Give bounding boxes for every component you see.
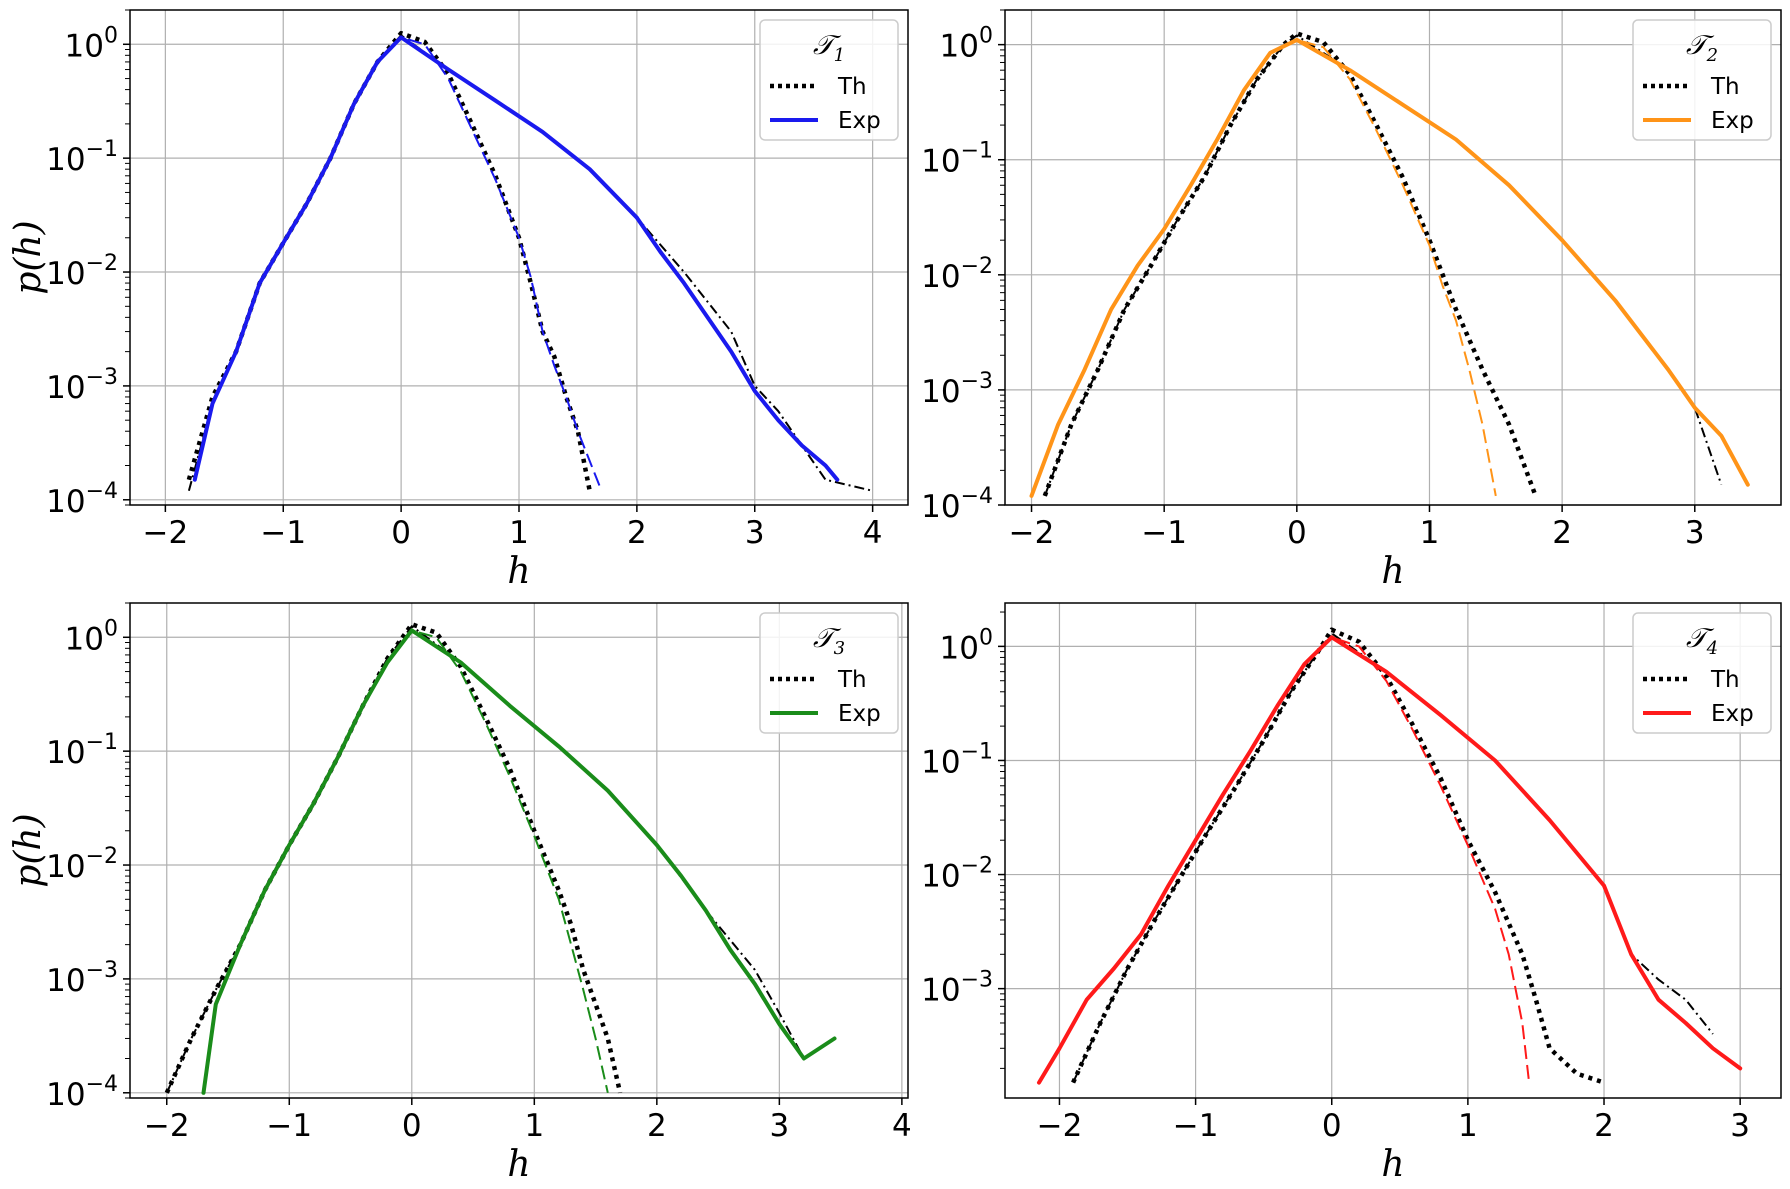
- x-tick-label: 0: [391, 515, 411, 551]
- y-tick-label: 10−3: [921, 968, 993, 1009]
- series-experiment-wide: [192, 35, 840, 482]
- y-tick-label: 100: [65, 616, 118, 657]
- y-tick-label: 100: [65, 23, 118, 64]
- series-experiment-wide: [1037, 635, 1743, 1085]
- x-tick-label: −1: [260, 515, 306, 551]
- y-axis-label: p(h): [8, 220, 49, 294]
- x-tick-label: 3: [769, 1108, 789, 1144]
- legend-title: 𝒯3: [813, 623, 845, 659]
- y-tick-label: 10−3: [46, 958, 118, 999]
- x-tick-label: 1: [1458, 1108, 1478, 1144]
- x-tick-label: 3: [1685, 515, 1705, 551]
- legend-box: [759, 612, 899, 734]
- x-tick-label: 4: [863, 515, 883, 551]
- x-tick-label: −2: [1009, 515, 1055, 551]
- series-experiment-wide: [201, 628, 837, 1095]
- x-tick-label: −1: [1141, 515, 1187, 551]
- y-tick-label: 10−2: [921, 854, 993, 895]
- x-tick-label: 2: [627, 515, 647, 551]
- legend-label-exp: Exp: [838, 108, 881, 134]
- x-tick-label: 2: [1552, 515, 1572, 551]
- x-axis-label: h: [1381, 551, 1404, 592]
- axes-frame: [1004, 602, 1782, 1099]
- y-tick-label: 10−1: [921, 139, 993, 180]
- legend-box: [759, 19, 899, 141]
- x-tick-label: −1: [266, 1108, 312, 1144]
- x-tick-label: 0: [1322, 1108, 1342, 1144]
- axes-frame: [1004, 9, 1782, 506]
- y-tick-label: 10−1: [46, 137, 118, 178]
- y-tick-label: 10−1: [921, 739, 993, 780]
- series-theory-narrow: [164, 622, 623, 1094]
- legend-label-th: Th: [837, 74, 867, 100]
- legend-box: [1632, 19, 1772, 141]
- x-tick-label: −2: [143, 515, 189, 551]
- x-tick-label: 2: [1594, 1108, 1614, 1144]
- x-axis-label: h: [507, 1144, 530, 1185]
- y-tick-label: 10−4: [46, 479, 118, 520]
- panel-bottom-left: −2 −1 0 1 2 3 4 100 10−1 10−2 10−3 10−4 h p(h) 𝒯3 Th Exp: [8, 602, 912, 1185]
- y-tick-label: 10−3: [921, 369, 993, 410]
- series-theory-wide: [1043, 34, 1723, 497]
- x-tick-label: 1: [1420, 515, 1440, 551]
- x-tick-label: 1: [524, 1108, 544, 1144]
- y-tick-label: 10−4: [921, 484, 993, 525]
- legend-box: [1632, 612, 1772, 734]
- legend-label-th: Th: [837, 667, 867, 693]
- legend-label-exp: Exp: [1711, 701, 1754, 727]
- legend: 𝒯3 Th Exp: [759, 612, 899, 734]
- y-axis-label: p(h): [8, 813, 49, 887]
- x-tick-label: 3: [745, 515, 765, 551]
- legend-label-exp: Exp: [838, 701, 881, 727]
- x-tick-label: −1: [1173, 1108, 1219, 1144]
- x-tick-label: 2: [647, 1108, 667, 1144]
- y-tick-label: 10−2: [46, 251, 118, 292]
- legend-label-th: Th: [1710, 667, 1740, 693]
- x-tick-label: 1: [509, 515, 529, 551]
- y-tick-label: 10−1: [46, 730, 118, 771]
- axes-frame: [129, 602, 909, 1099]
- y-tick-label: 10−3: [46, 365, 118, 406]
- x-tick-label: −2: [144, 1108, 190, 1144]
- y-tick-label: 10−4: [46, 1072, 118, 1113]
- series-experiment-wide: [1029, 37, 1750, 498]
- x-tick-label: 0: [1287, 515, 1307, 551]
- y-tick-label: 10−2: [46, 844, 118, 885]
- legend-label-th: Th: [1710, 74, 1740, 100]
- y-tick-label: 100: [940, 24, 993, 65]
- y-tick-label: 100: [940, 625, 993, 666]
- x-axis-label: h: [1381, 1144, 1404, 1185]
- x-tick-label: −2: [1037, 1108, 1083, 1144]
- y-tick-label: 10−2: [921, 254, 993, 295]
- legend-label-exp: Exp: [1711, 108, 1754, 134]
- x-axis-label: h: [507, 551, 530, 592]
- x-tick-label: 0: [402, 1108, 422, 1144]
- x-tick-label: 3: [1730, 1108, 1750, 1144]
- x-tick-label: 4: [892, 1108, 912, 1144]
